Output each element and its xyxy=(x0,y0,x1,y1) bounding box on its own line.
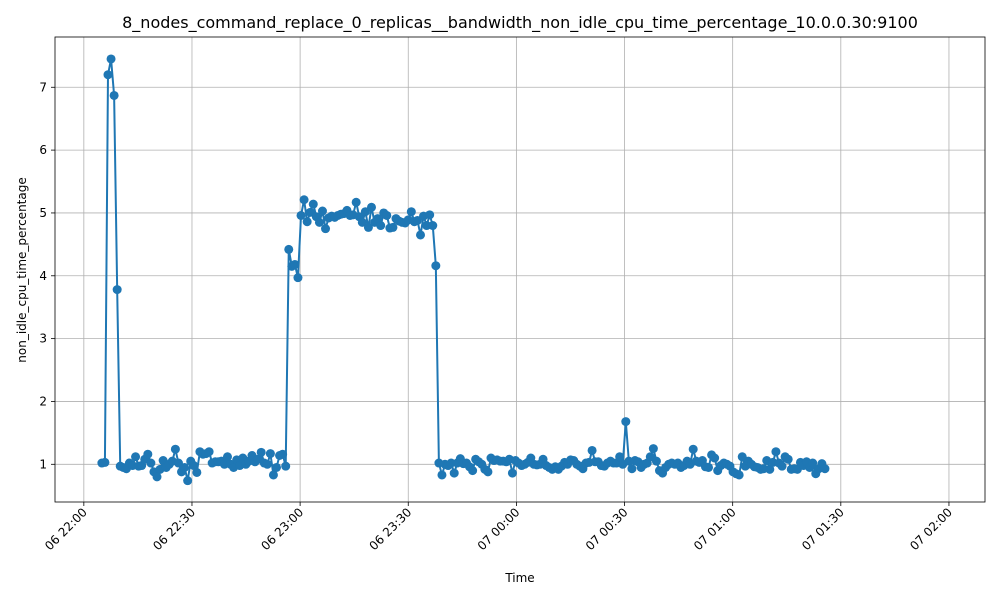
chart-title: 8_nodes_command_replace_0_replicas__band… xyxy=(122,13,918,33)
data-point xyxy=(688,444,698,454)
data-point xyxy=(302,217,312,227)
data-point xyxy=(366,202,376,212)
data-point xyxy=(376,221,386,231)
data-point xyxy=(431,261,441,271)
data-point xyxy=(106,54,116,64)
data-point xyxy=(621,417,631,427)
x-axis-ticks: 06 22:00 06 22:30 06 23:00 06 23:30 07 00:00… xyxy=(42,502,955,553)
x-tick-label: 07 00:00 xyxy=(475,505,523,553)
y-tick-label: 7 xyxy=(39,80,47,94)
data-point xyxy=(299,195,309,205)
data-points xyxy=(97,54,830,486)
series-line xyxy=(101,58,826,481)
data-point xyxy=(648,444,658,454)
x-tick-label: 07 00:30 xyxy=(583,505,631,553)
data-point xyxy=(192,467,202,477)
data-point xyxy=(437,470,447,480)
y-axis-label: non_idle_cpu_time_percentage xyxy=(15,177,29,362)
data-point xyxy=(189,461,199,471)
data-point xyxy=(290,259,300,269)
data-point xyxy=(131,452,141,462)
data-point xyxy=(103,70,113,80)
data-point xyxy=(146,458,156,468)
data-point xyxy=(317,206,327,216)
data-point xyxy=(100,457,110,467)
data-point xyxy=(308,199,318,209)
data-series xyxy=(97,54,830,486)
data-point xyxy=(765,464,775,474)
x-tick-label: 06 23:30 xyxy=(367,505,415,553)
data-point xyxy=(388,222,398,232)
data-point xyxy=(204,447,214,457)
data-point xyxy=(449,468,459,478)
data-point xyxy=(416,230,426,240)
data-point xyxy=(281,461,291,471)
plot-frame xyxy=(54,36,986,503)
data-point xyxy=(183,476,193,486)
data-point xyxy=(777,461,787,471)
data-point xyxy=(314,217,324,227)
y-tick-label: 2 xyxy=(39,394,47,408)
data-point xyxy=(262,459,272,469)
data-point xyxy=(710,453,720,463)
y-tick-label: 5 xyxy=(39,206,47,220)
y-tick-label: 3 xyxy=(39,332,47,346)
data-point xyxy=(382,210,392,220)
data-point xyxy=(268,470,278,480)
x-tick-label: 06 22:00 xyxy=(42,505,90,553)
data-point xyxy=(272,462,282,472)
data-point xyxy=(373,214,383,224)
data-point xyxy=(357,217,367,227)
data-point xyxy=(734,470,744,480)
data-point xyxy=(428,221,438,231)
data-point xyxy=(152,472,162,482)
data-point xyxy=(109,90,119,100)
data-point xyxy=(256,447,266,457)
data-point xyxy=(351,197,361,207)
data-point xyxy=(143,449,153,459)
data-point xyxy=(771,447,781,457)
data-point xyxy=(265,449,275,459)
data-point xyxy=(293,273,303,283)
y-axis-ticks: 1 2 3 4 5 6 7 xyxy=(39,80,55,471)
x-tick-label: 07 02:00 xyxy=(907,505,955,553)
data-point xyxy=(222,452,232,462)
data-point xyxy=(321,224,331,234)
data-point xyxy=(406,207,416,217)
data-point xyxy=(363,222,373,232)
data-point xyxy=(783,454,793,464)
grid xyxy=(55,37,985,502)
y-tick-label: 1 xyxy=(39,457,47,471)
y-tick-label: 6 xyxy=(39,143,47,157)
data-point xyxy=(483,467,493,477)
data-point xyxy=(704,462,714,472)
data-point xyxy=(112,285,122,295)
data-point xyxy=(284,244,294,254)
data-point xyxy=(468,466,478,476)
x-axis-label: Time xyxy=(504,571,534,585)
data-point xyxy=(425,210,435,220)
data-point xyxy=(507,468,517,478)
y-tick-label: 4 xyxy=(39,269,47,283)
data-point xyxy=(651,456,661,466)
data-point xyxy=(296,210,306,220)
x-tick-label: 07 01:00 xyxy=(691,505,739,553)
data-point xyxy=(180,462,190,472)
data-point xyxy=(615,452,625,462)
x-tick-label: 07 01:30 xyxy=(799,505,847,553)
x-tick-label: 06 23:00 xyxy=(258,505,306,553)
data-point xyxy=(170,444,180,454)
x-tick-label: 06 22:30 xyxy=(150,505,198,553)
data-point xyxy=(820,464,830,474)
data-point xyxy=(808,458,818,468)
data-point xyxy=(278,449,288,459)
data-point xyxy=(587,445,597,455)
data-point xyxy=(627,464,637,474)
